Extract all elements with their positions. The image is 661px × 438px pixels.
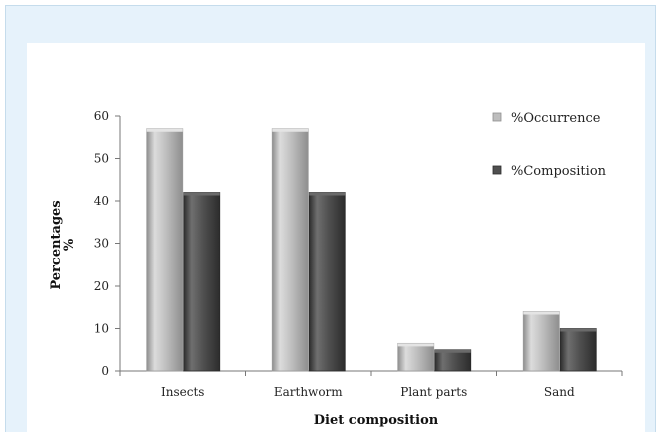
x-tick-label: Earthworm xyxy=(274,385,343,399)
y-tick-label: 20 xyxy=(94,279,109,293)
y-tick-label: 40 xyxy=(94,194,109,208)
bar-composition-cap xyxy=(434,349,471,353)
x-tick-label: Insects xyxy=(161,385,204,399)
bar-occurrence-cap xyxy=(146,128,183,132)
x-tick-label: Sand xyxy=(544,385,575,399)
bar-composition-sand xyxy=(559,328,597,372)
bar-composition-earthworm xyxy=(308,192,346,372)
bar-composition-cap xyxy=(309,192,346,196)
bar-occurrence-sand xyxy=(522,311,560,372)
bar-composition-cap xyxy=(183,192,220,196)
legend-swatch-occurrence xyxy=(492,112,502,122)
legend: %Occurrence %Composition xyxy=(492,111,607,179)
legend-swatch-composition xyxy=(492,165,502,175)
y-axis-title: Percentages xyxy=(49,200,64,289)
bars xyxy=(146,128,597,372)
y-tick-label: 50 xyxy=(94,152,109,166)
x-axis-title: Diet composition xyxy=(314,413,439,428)
legend-label-occurrence: %Occurrence xyxy=(511,111,601,126)
x-tick-label: Plant parts xyxy=(400,385,467,399)
legend-label-composition: %Composition xyxy=(511,164,607,179)
y-tick-label: 30 xyxy=(94,237,109,251)
x-axis: Insects Earthworm Plant parts Sand xyxy=(119,370,623,399)
bar-occurrence-plant-parts xyxy=(397,342,435,372)
y-axis: 0 10 20 30 40 50 60 xyxy=(94,109,121,378)
y-tick-label: 10 xyxy=(94,322,109,336)
bar-occurrence-cap xyxy=(272,128,309,132)
bar-occurrence-earthworm xyxy=(271,128,309,372)
y-tick-label: 60 xyxy=(94,109,109,123)
y-axis-title-unit: % xyxy=(62,238,77,251)
bar-occurrence-insects xyxy=(146,128,184,372)
bar-composition-plant-parts xyxy=(434,349,472,372)
y-tick-label: 0 xyxy=(101,364,109,378)
bar-composition-insects xyxy=(183,192,221,372)
bar-occurrence-cap xyxy=(523,311,560,315)
bar-occurrence-cap xyxy=(397,343,434,347)
bar-composition-cap xyxy=(560,328,597,332)
